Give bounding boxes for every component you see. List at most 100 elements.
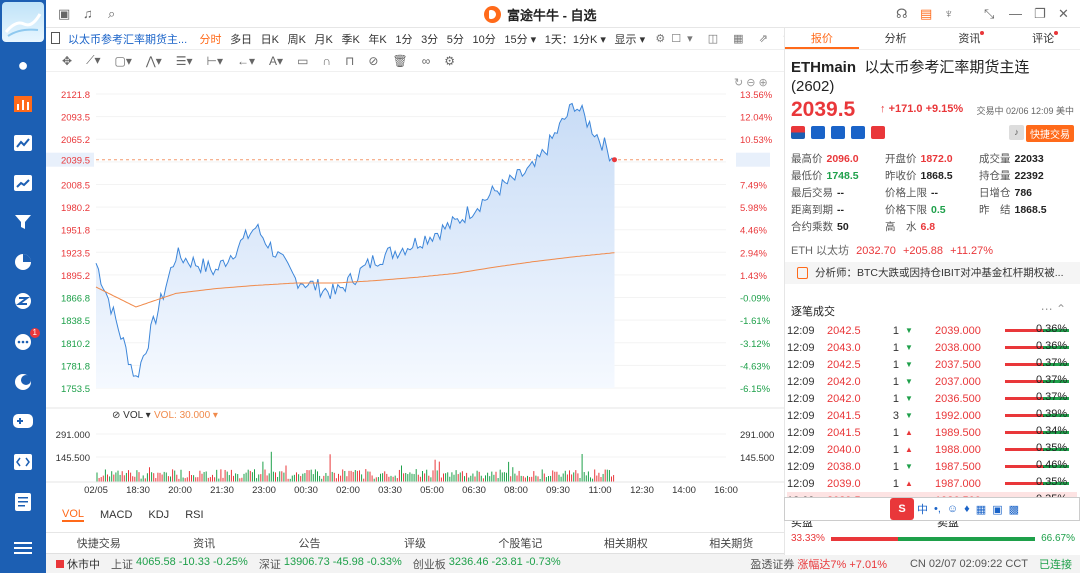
measure-icon[interactable]: ⊢▾ (206, 53, 224, 68)
quote-tab[interactable]: 分析 (884, 33, 907, 45)
close-icon[interactable]: ✕ (1058, 6, 1069, 21)
arrow-down-icon: ▼ (905, 411, 913, 420)
indicator-tab[interactable]: VOL (62, 508, 85, 522)
buy-sell-bar (831, 537, 1035, 541)
filter-icon[interactable] (0, 206, 46, 238)
more-icon[interactable]: ⋯ ⌃ (1040, 302, 1066, 316)
period-tab[interactable]: 月K (314, 33, 333, 46)
ime-lang[interactable]: 中 (917, 504, 928, 516)
bottom-tab[interactable]: 公告 (298, 538, 321, 550)
quote-value: 1872.0 (920, 153, 953, 165)
chart-top-icons[interactable]: ↻ ⊖ ⊕ (734, 77, 768, 89)
note-icon[interactable]: ▭ (297, 53, 309, 68)
sogou-icon[interactable]: S (890, 498, 914, 520)
quote-cell: 昨收价 1868.5 (885, 168, 979, 183)
indicator-tab[interactable]: KDJ (148, 509, 170, 521)
index-label[interactable]: 深证 (258, 558, 281, 571)
period-tab[interactable]: 多日 (230, 33, 253, 46)
move-icon[interactable]: ✥ (62, 53, 73, 68)
minimize-icon[interactable]: — (1009, 6, 1022, 21)
heart-icon[interactable] (871, 126, 885, 139)
menu-icon[interactable] (0, 532, 46, 564)
period-tab[interactable]: 3分 (421, 33, 439, 46)
broker-label[interactable]: 盈透证券 (750, 558, 795, 571)
trend-icon[interactable] (0, 127, 46, 159)
shrink-icon[interactable]: ⤡ (984, 6, 995, 21)
period-tab[interactable]: 1分 (395, 33, 413, 46)
period-tab[interactable]: 周K (287, 33, 306, 46)
eth-spot-line[interactable]: ETH 以太坊 2032.70 +205.88 +11.27% (791, 242, 997, 258)
lightning-icon[interactable] (811, 126, 825, 139)
bottom-tab[interactable]: 相关期货 (709, 538, 754, 550)
period-tab[interactable]: 日K (260, 33, 279, 46)
moon-icon[interactable] (0, 366, 46, 398)
bottom-tab[interactable]: 快捷交易 (76, 538, 121, 550)
market-chart-icon[interactable] (0, 88, 46, 120)
bottom-tab[interactable]: 评级 (403, 538, 426, 550)
period-tab[interactable]: 1天：1分K ▾ (544, 33, 606, 46)
hot-label[interactable]: 涨幅达7% +7.01% (797, 558, 887, 571)
pie-icon[interactable] (0, 246, 46, 278)
report-icon[interactable] (0, 167, 46, 199)
search-icon[interactable]: ⌕ (108, 6, 116, 21)
keyboard-icon[interactable]: ▦ (975, 503, 987, 516)
period-tab[interactable]: 10分 (472, 33, 496, 46)
alert-bell-icon[interactable]: ♪ (1009, 125, 1024, 140)
bag-icon[interactable]: ▤ (920, 6, 933, 21)
quote-tab[interactable]: 报价 (785, 28, 859, 49)
us-flag-icon (791, 126, 805, 139)
punct-icon[interactable]: •, (934, 503, 941, 515)
index-label[interactable]: 上证 (111, 558, 133, 571)
quote-tab[interactable]: 资讯 (933, 28, 1007, 49)
bottom-tab[interactable]: 相关期权 (603, 538, 648, 550)
quick-trade-button[interactable]: 快捷交易 (1026, 125, 1074, 142)
bottom-tab[interactable]: 资讯 (193, 538, 216, 550)
line-icon[interactable]: ⟋▾ (86, 53, 101, 67)
magnet-icon[interactable]: ∩ (322, 53, 332, 68)
period-tab[interactable]: 年K (368, 33, 387, 46)
hide-icon[interactable]: ⊘ (368, 53, 379, 68)
period-tab[interactable]: 显示 ▾ (614, 33, 646, 46)
index-label[interactable]: 创业板 (412, 558, 446, 571)
tools-icon[interactable]: ▩ (1008, 503, 1019, 516)
panel-toggle-icon[interactable] (51, 32, 60, 44)
user-icon[interactable]: ● (17, 54, 29, 75)
document-icon[interactable] (0, 486, 46, 518)
ime-toolbar[interactable]: S 中 •, ☺ ♦ ▦ ▣ ▩ (784, 497, 1080, 521)
polyline-icon[interactable]: ⋀▾ (145, 53, 162, 68)
hline-icon[interactable]: ☰▾ (175, 53, 193, 68)
link-icon[interactable]: ∞ (421, 53, 431, 68)
text-icon[interactable]: A▾ (269, 53, 284, 68)
symbol-dropdown[interactable]: 以太币参考汇率期货主... (68, 33, 188, 46)
indicator-tab[interactable]: MACD (100, 509, 133, 521)
lock-icon[interactable]: ⊓ (345, 53, 355, 68)
shirt-icon[interactable]: ♆ (944, 6, 954, 21)
indicator-tab[interactable]: RSI (185, 509, 204, 521)
period-tab[interactable]: 15分 ▾ (504, 33, 537, 46)
period-tab[interactable]: 分时 (199, 33, 222, 46)
bottom-tab[interactable]: 个股笔记 (498, 538, 543, 550)
mic-icon[interactable]: ♦ (964, 503, 970, 515)
skin-icon[interactable]: ▣ (992, 503, 1003, 516)
intraday-chart[interactable]: ↻ ⊖ ⊕ 2121.8 13.56% 2093.5 12.04% 2065.2 10.53… (46, 72, 784, 532)
emoji-icon[interactable]: ☺ (946, 503, 959, 515)
bell-icon[interactable]: ♫ (83, 6, 93, 21)
app-logo[interactable] (2, 2, 44, 42)
code-icon[interactable] (0, 446, 46, 478)
social-icon[interactable] (0, 285, 46, 317)
settings-icon[interactable]: ⚙ (444, 53, 456, 68)
period-tab[interactable]: 5分 (446, 33, 464, 46)
restore-icon[interactable]: ❐ (1034, 6, 1046, 21)
message-icon[interactable]: 1 (0, 326, 46, 358)
analyst-news[interactable]: 分析师：BTC大跌或因持仓IBIT对冲基金杠杆期权被... (785, 262, 1080, 284)
arrow-icon[interactable]: ←▾ (237, 53, 256, 68)
quote-tab[interactable]: 评论 (1006, 28, 1080, 49)
window-icon[interactable]: ▣ (58, 6, 71, 21)
rect-icon[interactable]: ▢▾ (114, 53, 132, 68)
gamepad-icon[interactable] (0, 405, 46, 437)
chart-badge-icon[interactable] (851, 126, 865, 139)
period-tab[interactable]: 季K (341, 33, 360, 46)
announce-icon[interactable] (831, 126, 845, 139)
headset-icon[interactable]: ☊ (896, 6, 908, 21)
trash-icon[interactable]: 🗑 (392, 53, 408, 68)
